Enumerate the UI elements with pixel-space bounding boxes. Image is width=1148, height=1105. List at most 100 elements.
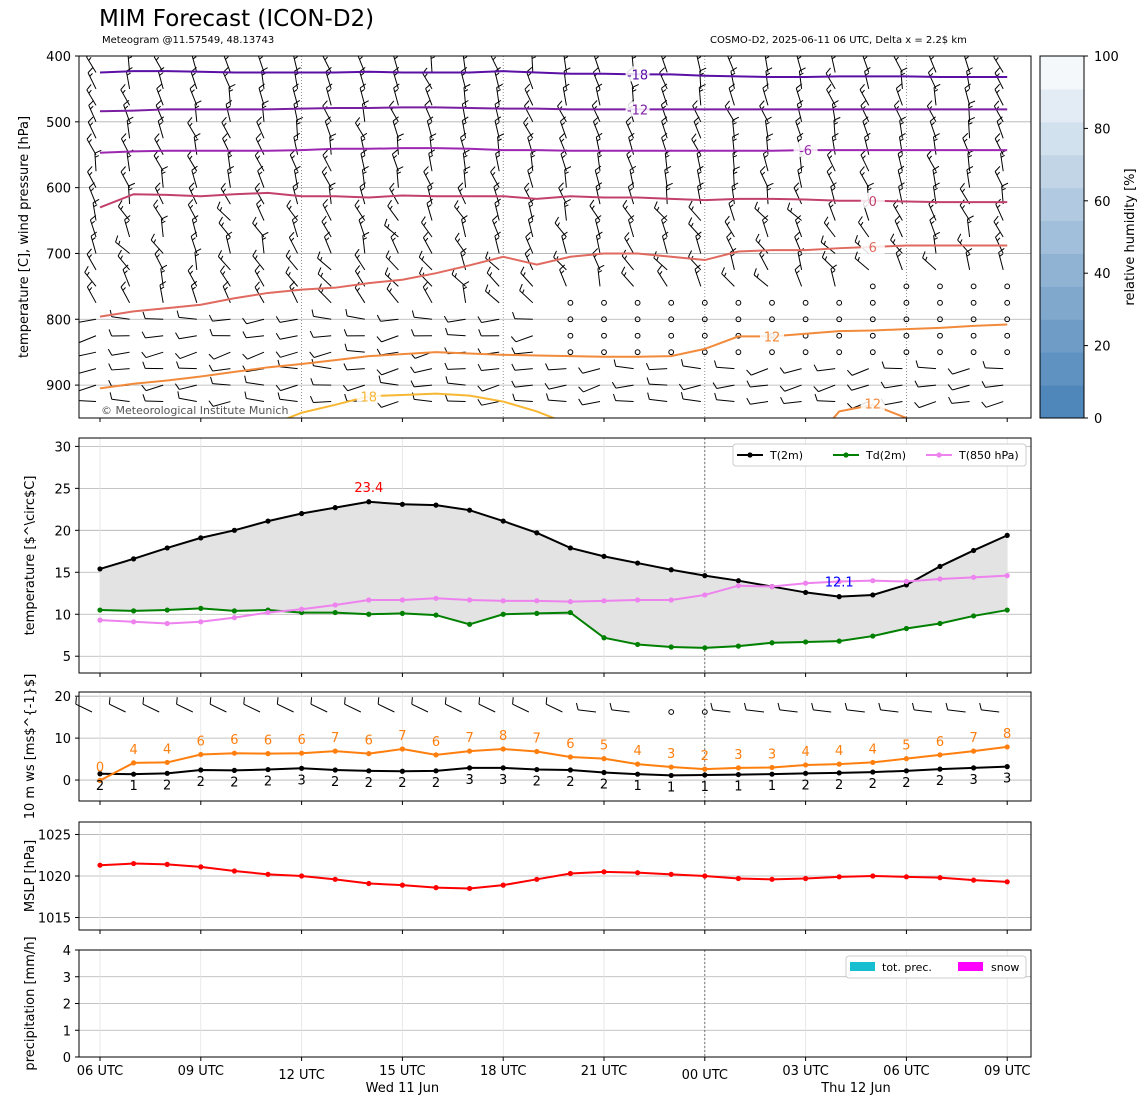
- wind-barb-shaft: [187, 204, 198, 221]
- wind-barb-flag: [256, 116, 263, 123]
- wind-barb-flag: [696, 237, 701, 241]
- wind-barb-flag: [384, 218, 388, 226]
- y-tick-label: 2: [63, 998, 71, 1013]
- wind-barb-flag: [461, 215, 468, 220]
- wind-barb: [461, 116, 469, 139]
- wind-speed-label: 2: [869, 777, 877, 792]
- wind-barb-flag: [763, 89, 768, 93]
- calm-wind-circle: [601, 332, 607, 339]
- wind-barb: [477, 384, 500, 392]
- wind-barb-flag: [823, 216, 829, 223]
- wind-barb-flag: [899, 187, 904, 191]
- wind-barb-flag: [821, 250, 826, 258]
- series-line-mslp: [99, 862, 1008, 890]
- wind-barb-flag: [898, 154, 903, 158]
- wind-barb-flag: [995, 57, 999, 61]
- series-point-mslp: [299, 873, 305, 879]
- wind-barb-flag: [832, 105, 837, 109]
- wind-barb-flag: [115, 235, 119, 243]
- wind-barb: [254, 149, 265, 172]
- wind-barb-shaft: [387, 205, 399, 221]
- wind-barb-flag: [899, 133, 906, 138]
- wind-barb: [893, 56, 903, 73]
- wind-barb-shaft: [461, 120, 467, 139]
- wind-barb-flag: [862, 155, 866, 159]
- series-point-td2m: [567, 609, 574, 616]
- wind-barb: [90, 231, 98, 254]
- wind-barb-flag: [225, 99, 233, 105]
- wind-barb-shaft: [194, 251, 198, 270]
- wind-barb-shaft: [485, 290, 500, 304]
- wind-barb-flag: [832, 138, 837, 142]
- wind-barb-shaft: [530, 153, 534, 172]
- wind-barb-flag: [820, 235, 824, 243]
- wind-barb: [754, 201, 769, 221]
- series-point-t2m: [735, 578, 742, 584]
- isotherm-label-bg: [860, 238, 885, 254]
- gust-label: 7: [533, 732, 541, 747]
- wind-barb-shaft: [225, 104, 231, 122]
- wind-barb-shaft: [527, 219, 534, 238]
- wind-barb-flag: [628, 182, 635, 188]
- wind-barb-flag: [998, 248, 1005, 253]
- wind-barb: [779, 367, 802, 374]
- wind-barb-shaft: [611, 709, 630, 713]
- wind-barb-flag: [345, 308, 348, 317]
- wind-barb-shaft: [649, 398, 668, 403]
- wind-barb: [141, 351, 164, 359]
- wind-barb-shaft: [721, 273, 735, 287]
- wind-barb-shaft: [528, 202, 534, 221]
- series-point-gust: [467, 748, 473, 754]
- wind-barb-flag: [860, 221, 864, 226]
- wind-barb-flag: [174, 383, 180, 390]
- wind-barb-shaft: [94, 153, 97, 172]
- wind-barb-shaft: [724, 221, 735, 238]
- wind-barb-flag: [511, 380, 516, 388]
- colorbar-tick-label: 80: [1094, 122, 1111, 137]
- gust-label: 4: [163, 742, 171, 757]
- wind-barb: [558, 182, 567, 205]
- wind-barb-shaft: [126, 153, 131, 172]
- wind-barb-flag: [192, 286, 196, 290]
- wind-barb: [831, 133, 839, 155]
- wind-barb-flag: [484, 284, 489, 292]
- wind-barb-shaft: [615, 400, 634, 403]
- series-point-td2m: [97, 607, 103, 613]
- wind-barb-flag: [754, 201, 758, 209]
- wind-barb-flag: [559, 132, 566, 139]
- wind-barb-flag: [194, 100, 202, 105]
- wind-barb-flag: [326, 83, 333, 89]
- wind-barb-shaft: [142, 703, 160, 713]
- wind-barb-shaft: [545, 703, 563, 713]
- wind-barb: [418, 250, 433, 271]
- wind-barb-shaft: [753, 274, 769, 287]
- wind-barb-flag: [462, 121, 467, 125]
- wind-barb-shaft: [928, 203, 937, 221]
- wind-barb: [794, 264, 803, 287]
- wind-barb-flag: [108, 379, 113, 387]
- wind-barb: [659, 67, 668, 90]
- wind-barb-flag: [733, 166, 740, 171]
- wind-barb-shaft: [213, 351, 231, 360]
- wind-speed-label: 3: [1003, 772, 1011, 787]
- series-point-td2m: [500, 611, 506, 617]
- wind-barb-shaft: [390, 236, 399, 254]
- isotherm-label: -18: [627, 68, 648, 83]
- series-point-mslp: [534, 876, 540, 882]
- wind-barb: [154, 133, 164, 155]
- wind-barb-flag: [527, 165, 534, 171]
- wind-barb-flag: [76, 394, 78, 401]
- wind-barb-flag: [88, 139, 92, 143]
- wind-barb-flag: [324, 231, 330, 238]
- wind-barb-flag: [360, 89, 365, 93]
- wind-barb: [191, 165, 198, 188]
- wind-barb-shaft: [490, 56, 500, 73]
- wind-barb-shaft: [481, 368, 500, 371]
- wind-barb-shaft: [514, 318, 533, 320]
- wind-barb-flag: [226, 105, 231, 109]
- colorbar-band: [1040, 253, 1084, 287]
- series-point-t2m: [567, 545, 574, 551]
- wind-barb: [79, 384, 97, 392]
- wind-barb-flag: [762, 215, 769, 221]
